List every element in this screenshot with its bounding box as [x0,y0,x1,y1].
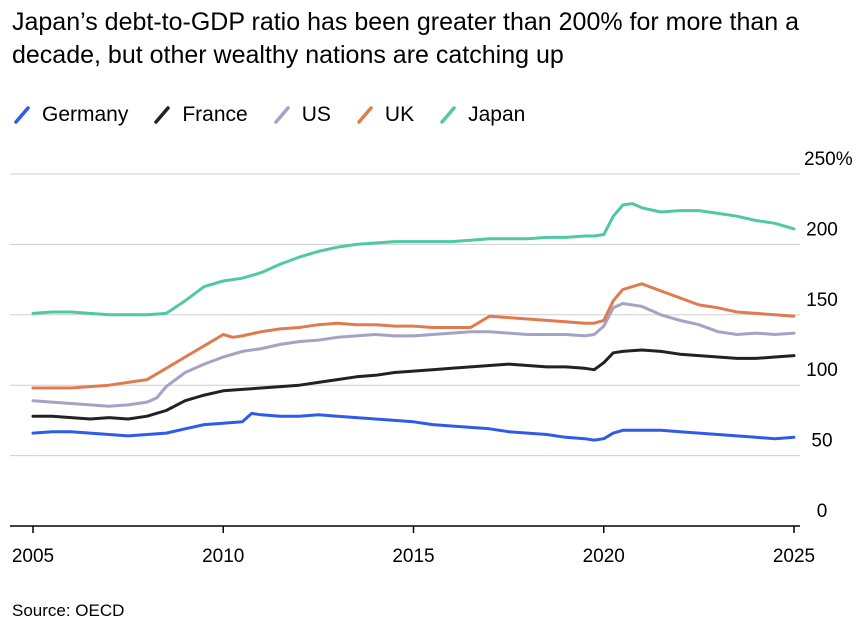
legend-item-us: US [272,103,331,127]
legend-item-uk: UK [355,103,414,127]
x-axis: 2005 2010 2015 2020 2025 [10,525,815,567]
source-note: Source: OECD [12,601,125,620]
x-tick-label: 2020 [583,546,625,567]
legend-swatch-icon [273,106,290,124]
legend-label: US [301,103,331,126]
y-tick-label: 100 [806,360,838,381]
series-lines [31,202,796,442]
y-tick-label: 150 [806,290,838,311]
series-line-france [31,348,796,421]
legend-item-france: France [152,103,248,127]
legend-swatch-icon [357,106,373,124]
legend-item-japan: Japan [438,103,525,127]
y-axis-ticks: 0 50 100 150 200 250% [804,149,853,522]
chart-title: Japan’s debt-to-GDP ratio has been great… [12,8,800,69]
line-chart: 0 50 100 150 200 250% 2005 2010 2015 2020 2025 [10,149,853,567]
legend: Germany France US UK Japan [12,103,549,127]
y-tick-label: 0 [817,501,828,522]
x-tick-label: 2015 [392,546,434,567]
legend-label: France [182,103,248,126]
x-tick-label: 2010 [202,546,244,567]
series-line-uk [31,282,796,390]
y-tick-label: 200 [806,219,838,240]
x-tick-label: 2005 [12,546,54,567]
legend-label: Germany [42,103,129,126]
legend-swatch-icon [154,106,171,124]
y-tick-label: 50 [811,431,832,452]
legend-label: UK [384,103,415,126]
legend-swatch-icon [14,106,30,124]
series-line-germany [31,411,796,442]
legend-swatch-icon [440,106,456,124]
series-line-japan [31,202,796,317]
y-tick-label: 250% [804,149,853,170]
legend-item-germany: Germany [12,103,128,127]
x-tick-label: 2025 [773,546,815,567]
legend-label: Japan [468,103,526,126]
series-line-us [31,302,796,408]
